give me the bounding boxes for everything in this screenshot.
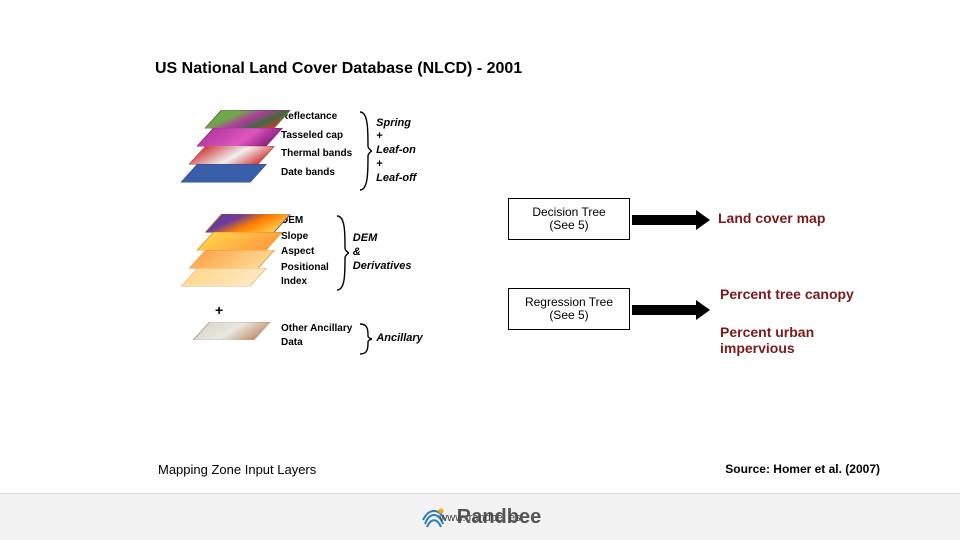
output-canopy: Percent tree canopy [720, 286, 854, 302]
label-thermal: Thermal bands [281, 147, 352, 161]
label-slope: Slope [281, 230, 329, 244]
plane-dem [204, 214, 291, 232]
layer-group-ancillary: Other Ancillary Data Ancillary [185, 322, 485, 362]
input-layers-column: Reflectance Tasseled cap Thermal bands D… [185, 110, 485, 368]
arrow-decision [632, 210, 710, 230]
brace-text-ancillary: Ancillary [376, 332, 422, 346]
label-posindex: Positional Index [281, 261, 329, 289]
plane-aspect [188, 250, 275, 268]
figure-caption: Mapping Zone Input Layers [158, 462, 316, 477]
decision-tree-box: Decision Tree (See 5) [508, 198, 630, 240]
plane-tasseled [196, 128, 283, 146]
layer-labels-dem: DEM Slope Aspect Positional Index [281, 214, 329, 289]
layer-labels-spectral: Reflectance Tasseled cap Thermal bands D… [281, 110, 352, 180]
layer-stack-ancillary [185, 322, 275, 362]
footer-url: www. randbe. es [439, 512, 520, 524]
layer-labels-ancillary: Other Ancillary Data [281, 322, 352, 350]
page-title: US National Land Cover Database (NLCD) -… [155, 60, 522, 78]
regression-tree-box: Regression Tree (See 5) [508, 288, 630, 330]
plane-reflectance [204, 110, 291, 128]
decision-tree-line2: (See 5) [509, 219, 629, 232]
plane-slope [196, 232, 283, 250]
regression-tree-line2: (See 5) [509, 309, 629, 322]
arrow-regression [632, 300, 710, 320]
layer-stack-dem [185, 214, 275, 289]
label-date: Date bands [281, 166, 352, 180]
brace-text-spectral: Spring + Leaf-on + Leaf-off [376, 117, 416, 186]
brace-dem: DEM & Derivatives [335, 214, 412, 292]
label-aspect: Aspect [281, 245, 329, 259]
plane-ancillary [193, 322, 271, 340]
layer-group-spectral: Reflectance Tasseled cap Thermal bands D… [185, 110, 485, 192]
output-landcover: Land cover map [718, 210, 825, 226]
plane-date [180, 164, 267, 182]
label-tasseled: Tasseled cap [281, 129, 352, 143]
plus-symbol: + [215, 302, 485, 318]
label-reflectance: Reflectance [281, 110, 352, 124]
layer-group-dem: DEM Slope Aspect Positional Index DEM & … [185, 214, 485, 292]
brace-spectral: Spring + Leaf-on + Leaf-off [358, 110, 416, 192]
label-ancillary: Other Ancillary Data [281, 322, 352, 350]
brace-text-dem: DEM & Derivatives [353, 232, 412, 273]
output-impervious: Percent urban impervious [720, 324, 880, 356]
plane-thermal [188, 146, 275, 164]
layer-stack-spectral [185, 110, 275, 190]
figure-source: Source: Homer et al. (2007) [725, 462, 880, 476]
brace-ancillary: Ancillary [358, 322, 422, 356]
plane-posindex [180, 268, 267, 286]
